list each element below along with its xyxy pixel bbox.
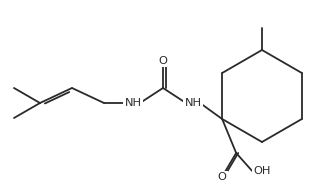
Text: O: O xyxy=(159,56,167,66)
Text: OH: OH xyxy=(253,166,271,176)
Text: NH: NH xyxy=(185,98,202,108)
Text: NH: NH xyxy=(125,98,142,108)
Text: O: O xyxy=(218,172,227,182)
